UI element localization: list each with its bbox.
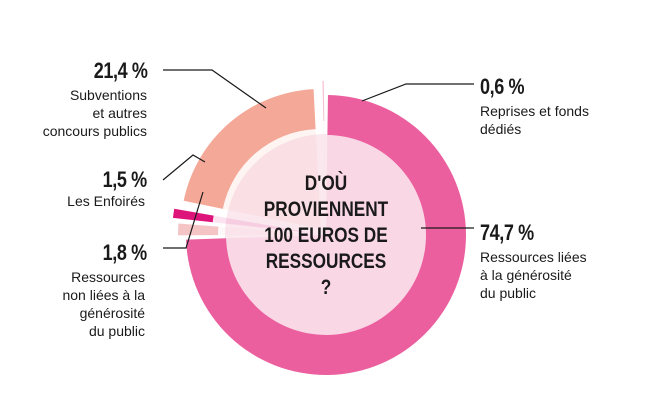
chart-title: D'OÙ PROVIENNENT 100 EUROS DE RESSOURCES… (262, 171, 390, 301)
pie-slice-inner (323, 121, 326, 222)
chart-title-line: PROVIENNENT (263, 198, 389, 221)
pie-slice (183, 89, 316, 209)
pie-slice-inner (222, 129, 321, 229)
pie-slice (178, 223, 219, 236)
data-label-category: Ressources liées à la générosité du publ… (480, 248, 587, 302)
data-label-category: Ressources non liées à la générosité du … (62, 268, 145, 340)
label-line: Subventions (69, 87, 147, 103)
chart-title-line: ? (320, 276, 332, 299)
label-line: Reprises et fonds (480, 103, 589, 119)
label-line: non liées à la (62, 287, 145, 303)
pie-slice (322, 81, 325, 122)
data-label-value: 1,5 % (102, 167, 147, 192)
data-label-value: 21,4 % (93, 58, 147, 83)
data-label-category: Les Enfoirés (67, 192, 145, 210)
label-line: Ressources liées (480, 249, 587, 265)
label-line: et autres (92, 105, 147, 121)
data-label-value: 0,6 % (480, 74, 525, 99)
leader-line (361, 83, 474, 102)
label-line: Les Enfoirés (67, 193, 145, 209)
data-label-category: Reprises et fonds dédiés (480, 102, 589, 138)
chart-title-line: D'OÙ (304, 172, 348, 195)
label-line: à la générosité (480, 267, 572, 283)
label-line: du public (88, 323, 145, 339)
label-line: du public (480, 285, 537, 301)
chart-title-line: 100 EUROS DE (264, 224, 388, 247)
data-label-value: 74,7 % (480, 220, 534, 245)
pie-slice-inner (212, 215, 313, 234)
center-disc (225, 134, 427, 336)
pie-slice-inner (218, 226, 319, 236)
label-line: concours publics (42, 123, 147, 139)
leader-line (163, 191, 204, 249)
leader-line (163, 69, 267, 109)
label-line: générosité (79, 305, 145, 321)
leader-line (162, 154, 206, 181)
chart-title-line: RESSOURCES (265, 250, 387, 273)
data-label-value: 1,8 % (102, 240, 147, 265)
label-line: Ressources (71, 269, 145, 285)
pie-slice (172, 208, 214, 223)
pie-slice-inner (226, 135, 426, 335)
label-line: dédiés (480, 121, 522, 137)
data-label-category: Subventions et autres concours publics (43, 86, 147, 140)
